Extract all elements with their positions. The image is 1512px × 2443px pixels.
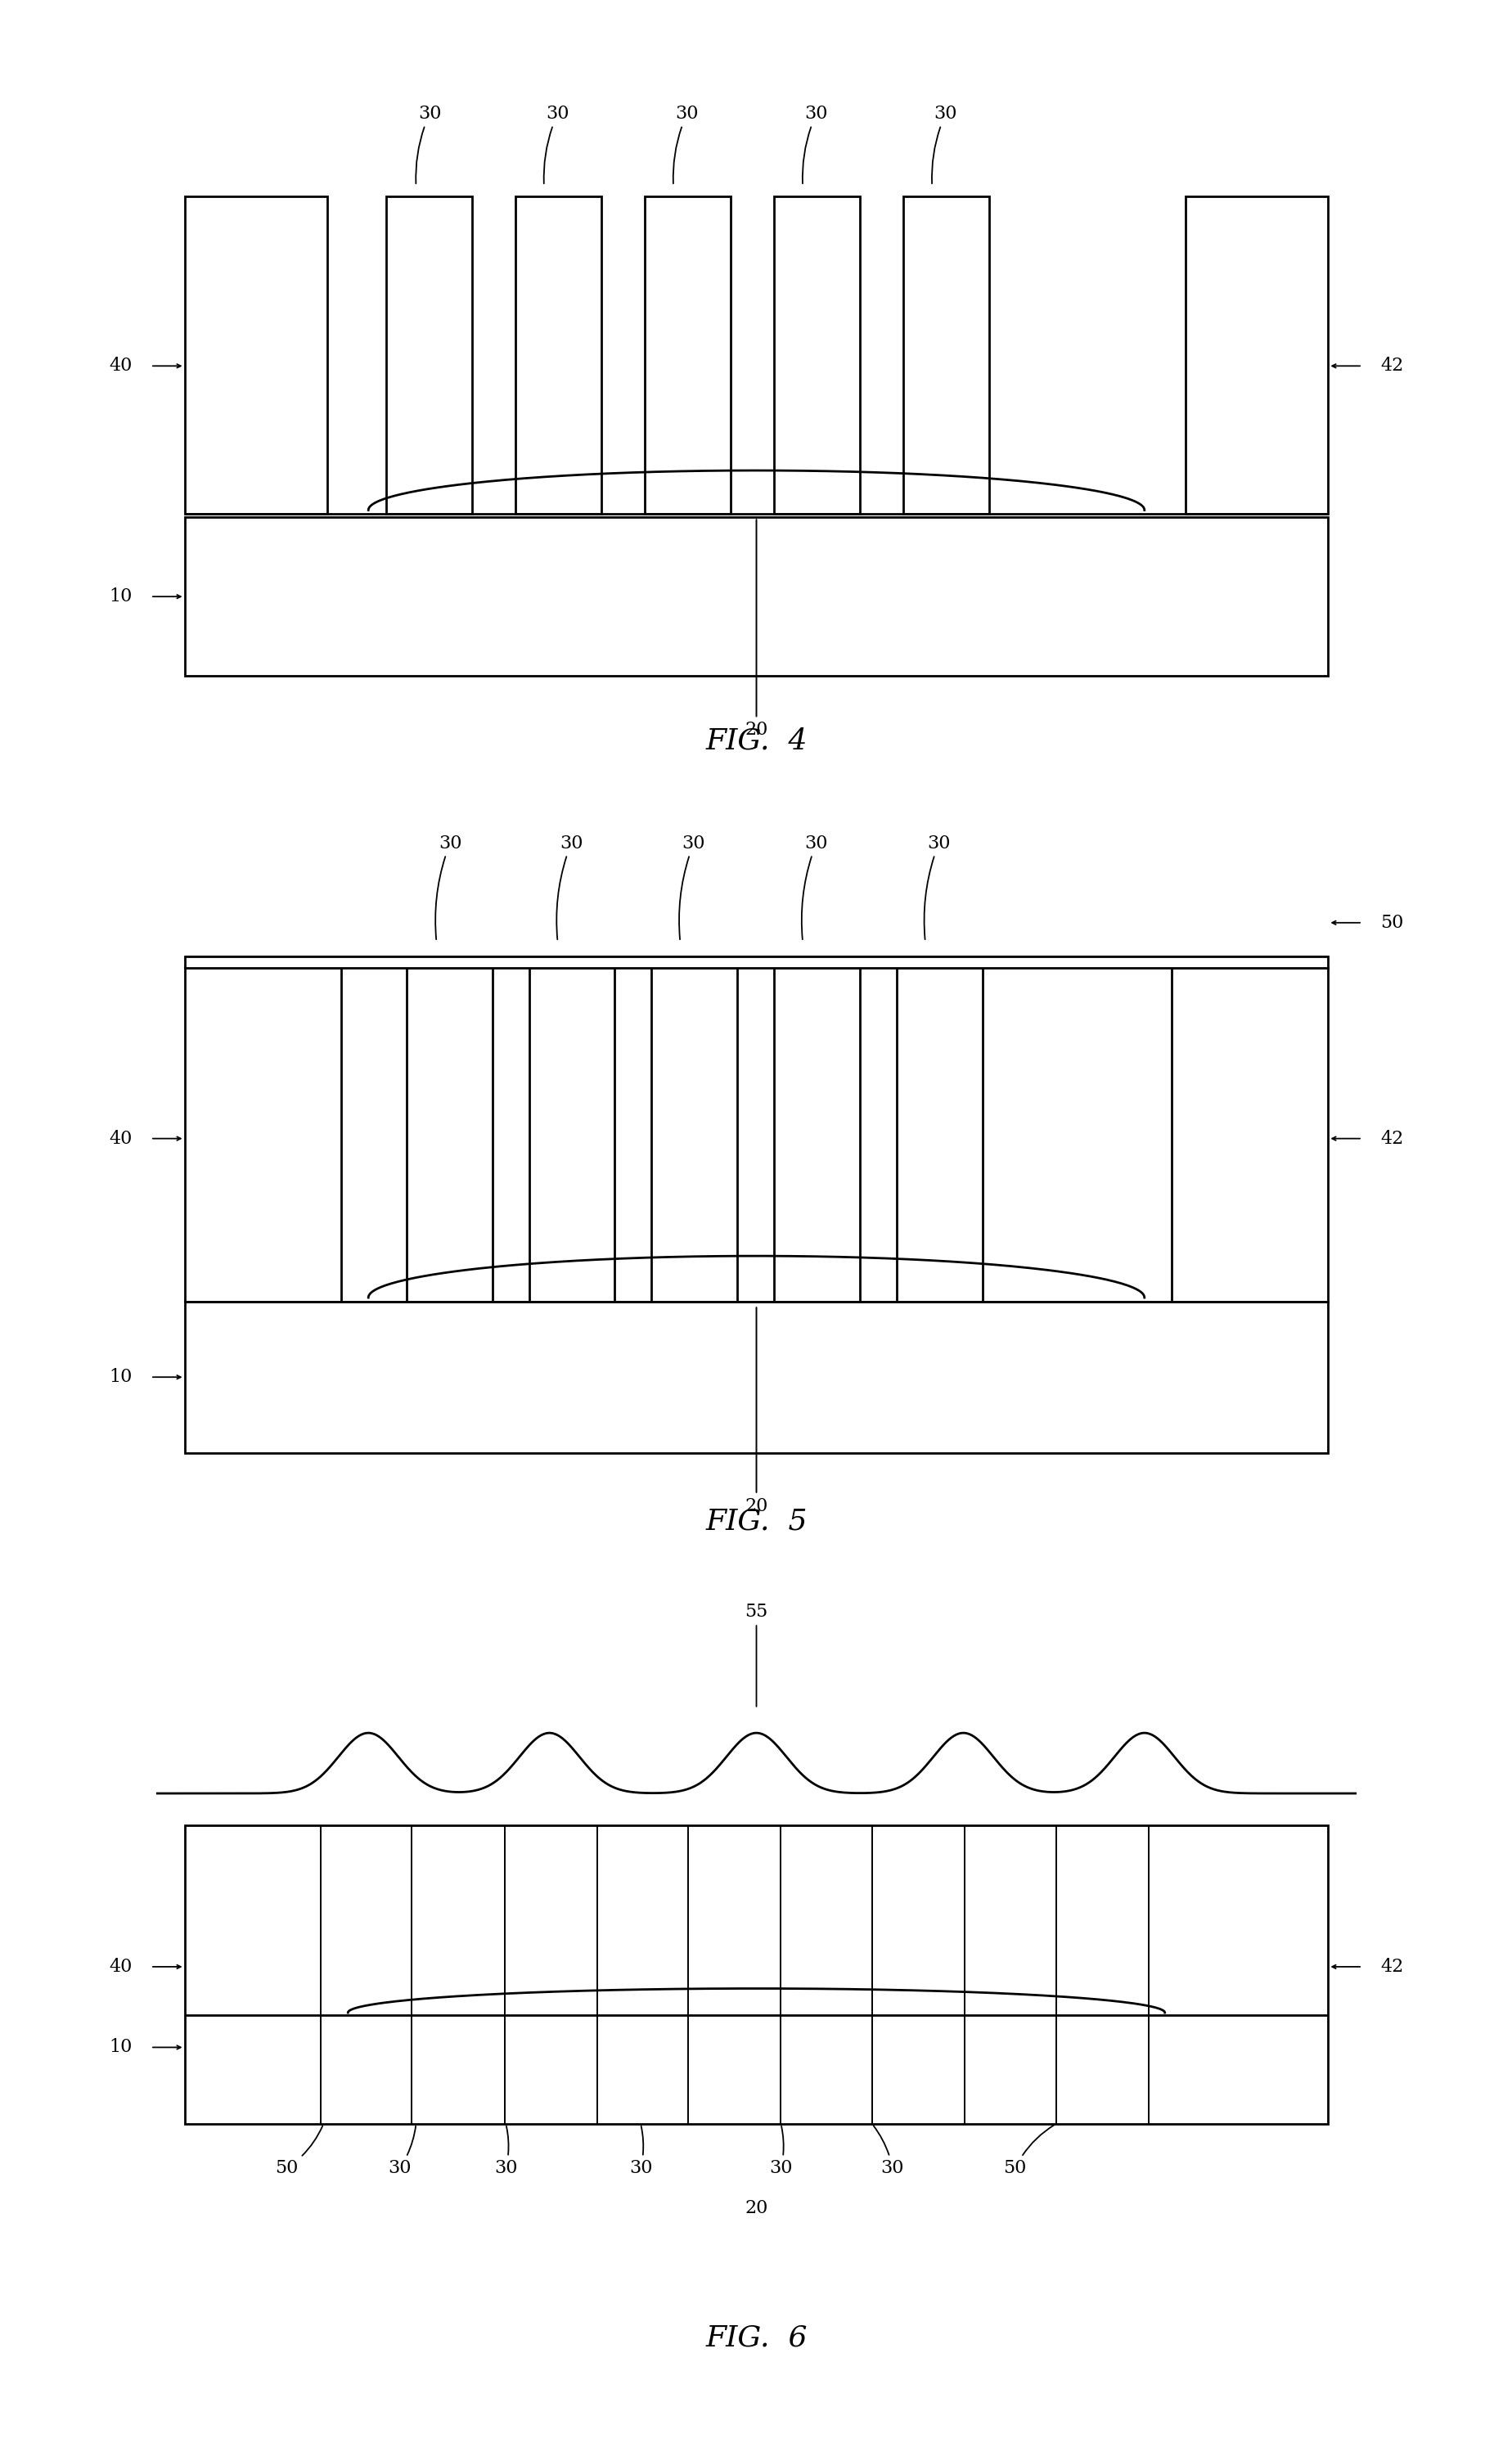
Text: 10: 10 bbox=[109, 589, 132, 606]
Text: 20: 20 bbox=[744, 1307, 768, 1515]
Text: 30: 30 bbox=[673, 105, 699, 183]
Text: 30: 30 bbox=[543, 105, 569, 183]
Bar bbox=[652, 967, 736, 1302]
Bar bbox=[184, 195, 327, 513]
Bar bbox=[1185, 195, 1328, 513]
Bar bbox=[774, 967, 859, 1302]
Bar bbox=[516, 195, 600, 513]
Text: 30: 30 bbox=[924, 833, 950, 941]
Bar bbox=[1172, 967, 1328, 1302]
Text: 50: 50 bbox=[1002, 2125, 1054, 2177]
Text: FIG.  4: FIG. 4 bbox=[705, 728, 807, 755]
Text: 30: 30 bbox=[801, 105, 827, 183]
Bar bbox=[407, 967, 491, 1302]
Text: 30: 30 bbox=[387, 2125, 416, 2177]
Text: 30: 30 bbox=[629, 2125, 652, 2177]
Text: 42: 42 bbox=[1380, 1957, 1403, 1976]
Text: 50: 50 bbox=[1380, 914, 1403, 931]
Bar bbox=[529, 967, 614, 1302]
Text: 40: 40 bbox=[109, 1129, 132, 1148]
Text: 30: 30 bbox=[494, 2125, 517, 2177]
Text: 10: 10 bbox=[109, 1368, 132, 1385]
Text: 55: 55 bbox=[744, 1603, 768, 1708]
Text: 30: 30 bbox=[416, 105, 442, 183]
Bar bbox=[184, 518, 1328, 677]
Bar bbox=[184, 1302, 1328, 1454]
Text: 20: 20 bbox=[744, 520, 768, 738]
Text: 10: 10 bbox=[109, 2037, 132, 2057]
Bar bbox=[386, 195, 472, 513]
Bar bbox=[644, 195, 730, 513]
Bar bbox=[184, 958, 1328, 967]
Bar bbox=[897, 967, 981, 1302]
Text: 30: 30 bbox=[872, 2125, 904, 2177]
Text: 42: 42 bbox=[1380, 357, 1403, 374]
Text: 40: 40 bbox=[109, 1957, 132, 1976]
Bar bbox=[774, 195, 859, 513]
Text: 30: 30 bbox=[768, 2125, 792, 2177]
Text: 42: 42 bbox=[1380, 1129, 1403, 1148]
Text: 30: 30 bbox=[556, 833, 582, 941]
Text: FIG.  5: FIG. 5 bbox=[705, 1507, 807, 1534]
Bar bbox=[184, 1825, 1328, 2123]
Text: 50: 50 bbox=[275, 2125, 322, 2177]
Text: 30: 30 bbox=[931, 105, 957, 183]
Text: 40: 40 bbox=[109, 357, 132, 374]
Text: 30: 30 bbox=[801, 833, 827, 941]
Text: 30: 30 bbox=[435, 833, 461, 941]
Bar bbox=[903, 195, 989, 513]
Text: FIG.  6: FIG. 6 bbox=[705, 2323, 807, 2353]
Bar bbox=[184, 967, 340, 1302]
Text: 30: 30 bbox=[679, 833, 705, 941]
Text: 20: 20 bbox=[744, 2199, 768, 2218]
